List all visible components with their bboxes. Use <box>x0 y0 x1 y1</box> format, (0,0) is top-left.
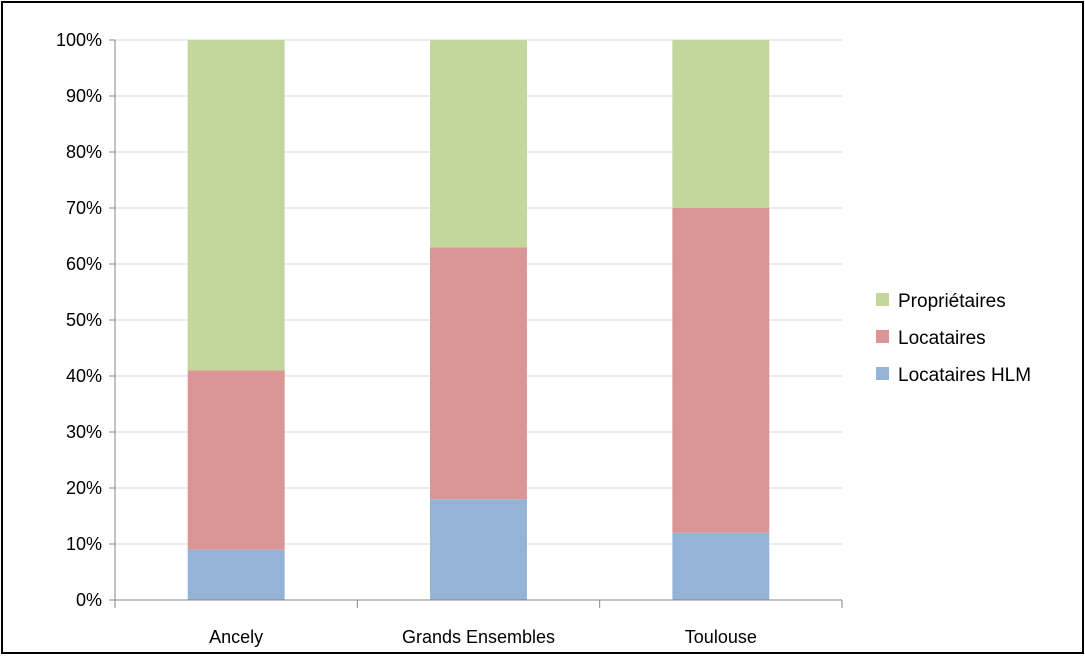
y-tick-label: 60% <box>66 254 102 274</box>
bar-segment-propri-taires-2 <box>672 40 770 208</box>
legend: Propriétaires Locataires Locataires HLM <box>876 291 1031 386</box>
y-tick-label: 30% <box>66 422 102 442</box>
axes: 0% 10% 20% 30% 40% 50% 60% 70% 80% 90% 100% Ancely G… <box>56 30 843 647</box>
y-tick-label: 70% <box>66 198 102 218</box>
x-tick-label: Ancely <box>209 627 263 647</box>
y-tick-label: 40% <box>66 366 102 386</box>
legend-swatch <box>876 293 889 306</box>
legend-label: Locataires <box>898 328 986 349</box>
bars <box>187 40 770 600</box>
bar-segment-locataires-hlm-1 <box>430 499 527 600</box>
x-tick-label: Grands Ensembles <box>402 627 555 647</box>
legend-swatch <box>876 330 889 343</box>
y-tick-label: 50% <box>66 310 102 330</box>
bar-segment-locataires-hlm-2 <box>672 532 770 600</box>
bar-segment-propri-taires-1 <box>430 40 527 248</box>
bar-segment-locataires-2 <box>672 208 770 533</box>
y-tick-label: 80% <box>66 142 102 162</box>
y-tick-label: 0% <box>76 590 102 610</box>
legend-label: Locataires HLM <box>898 365 1031 386</box>
y-tick-label: 100% <box>56 30 102 50</box>
x-tick-label: Toulouse <box>685 627 757 647</box>
y-tick-label: 20% <box>66 478 102 498</box>
y-tick-label: 90% <box>66 86 102 106</box>
bar-segment-locataires-hlm-0 <box>187 549 285 600</box>
legend-swatch <box>876 367 889 380</box>
bar-segment-propri-taires-0 <box>187 40 285 371</box>
bar-segment-locataires-1 <box>430 247 527 500</box>
legend-label: Propriétaires <box>898 291 1006 312</box>
y-tick-label: 10% <box>66 534 102 554</box>
bar-segment-locataires-0 <box>187 370 285 550</box>
